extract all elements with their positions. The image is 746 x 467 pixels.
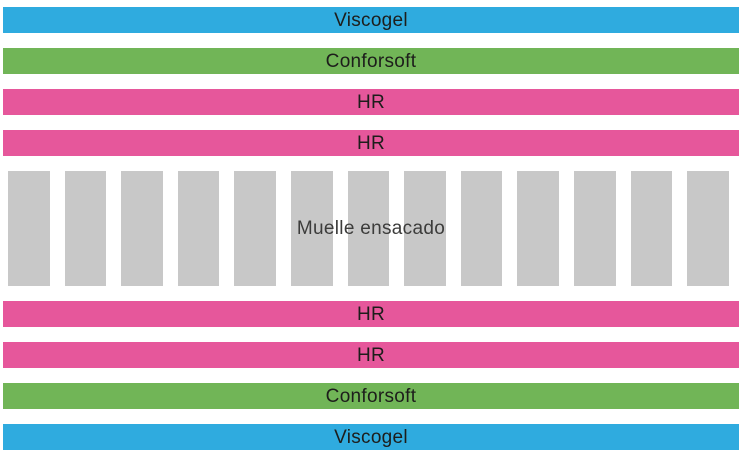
layer-hr-bottom-2: HR: [3, 342, 739, 368]
mattress-diagram: Viscogel Conforsoft HR HR Muelle ensacado HR H…: [3, 7, 739, 450]
spring-bar: [121, 171, 163, 286]
spring-bar: [460, 171, 503, 286]
spring-bar: [347, 171, 390, 286]
spring-bar: [291, 171, 333, 286]
spring-bar: [8, 171, 50, 286]
layer-label: HR: [356, 344, 386, 366]
layer-label: Conforsoft: [325, 385, 417, 407]
layer-hr-top-1: HR: [3, 89, 739, 115]
layer-conforsoft-bottom: Conforsoft: [3, 383, 739, 409]
layer-label: HR: [356, 91, 386, 113]
layer-hr-bottom-1: HR: [3, 301, 739, 327]
layer-label: HR: [356, 132, 386, 154]
spring-bar: [64, 171, 107, 286]
spring-bar: [687, 171, 729, 286]
layer-conforsoft-top: Conforsoft: [3, 48, 739, 74]
layer-viscogel-top: Viscogel: [3, 7, 739, 33]
spring-bar: [404, 171, 446, 286]
layer-hr-top-2: HR: [3, 130, 739, 156]
layer-springs: Muelle ensacado: [3, 171, 739, 286]
spring-bar: [517, 171, 560, 286]
spring-bar: [574, 171, 616, 286]
layer-label: Viscogel: [334, 426, 408, 448]
layer-label: HR: [356, 303, 386, 325]
spring-bar: [234, 171, 277, 286]
layer-label: Conforsoft: [325, 50, 417, 72]
spring-bar: [630, 171, 673, 286]
layer-viscogel-bottom: Viscogel: [3, 424, 739, 450]
layer-label: Viscogel: [334, 9, 408, 31]
spring-bar: [177, 171, 220, 286]
